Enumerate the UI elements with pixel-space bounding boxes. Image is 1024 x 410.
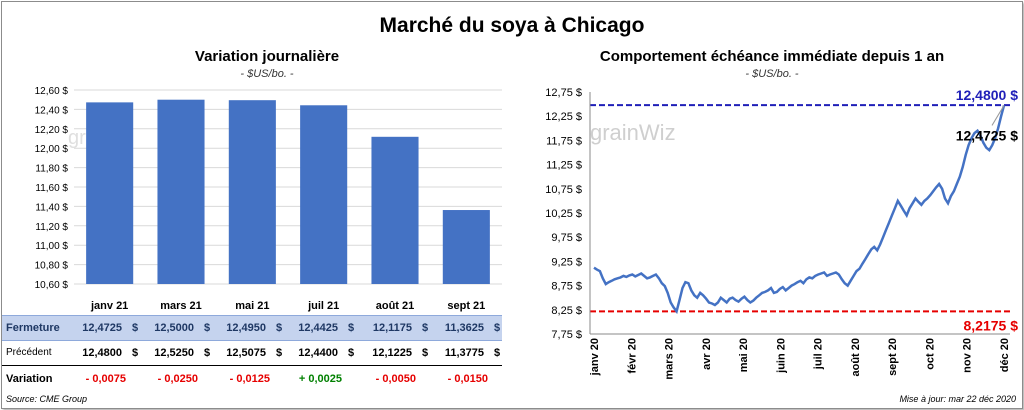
table-cell: 11,3775	[444, 347, 484, 359]
table-cell: - 0,0050	[375, 373, 416, 385]
currency-symbol: $	[275, 322, 283, 334]
bar	[86, 102, 134, 285]
y-tick-label: 7,75 $	[551, 329, 582, 341]
currency-symbol: $	[347, 322, 355, 334]
y-tick-label: 11,80 $	[35, 164, 68, 175]
price-series-line	[593, 105, 1006, 315]
x-tick-label: janv 21	[90, 300, 128, 312]
table-cell: - 0,0075	[85, 373, 126, 385]
x-tick-label: juil 20	[813, 338, 825, 370]
main-title: Marché du soya à Chicago	[379, 14, 645, 37]
x-tick-label: août 21	[376, 300, 415, 312]
table-cell: + 0,0025	[298, 373, 342, 385]
left-chart-unit: - $US/bo. -	[240, 68, 294, 80]
bar	[228, 100, 276, 284]
left-chart-title: Variation journalière	[194, 48, 340, 65]
row-label: Précédent	[6, 347, 52, 358]
y-tick-label: 12,40 $	[35, 105, 69, 116]
table-cell: 12,5075	[226, 347, 266, 359]
table-row: Précédent 12,4800 $12,5250 $12,5075 $12,4400…	[2, 341, 502, 366]
table-cell: 12,1175	[372, 322, 412, 334]
row-label: Fermeture	[6, 322, 60, 334]
x-tick-label: mai 21	[235, 300, 269, 312]
table-cell: 12,4725	[82, 322, 122, 334]
y-tick-label: 8,25 $	[551, 305, 582, 317]
bar	[442, 210, 490, 284]
currency-symbol: $	[421, 347, 429, 359]
table-row: Fermeture 12,4725 $12,5000 $12,4950 $12,4425…	[2, 315, 502, 341]
source-note: Source: CME Group	[6, 394, 88, 404]
x-tick-label: sept 21	[447, 300, 485, 312]
table-cell: 12,4950	[226, 322, 266, 334]
y-tick-label: 11,60 $	[35, 183, 68, 194]
table-cell: 12,4400	[298, 347, 338, 359]
x-tick-label: avr 20	[701, 338, 713, 370]
y-tick-label: 11,40 $	[35, 202, 68, 213]
y-tick-label: 11,75 $	[546, 135, 582, 147]
currency-symbol: $	[203, 347, 211, 359]
watermark-text: grainWiz	[590, 120, 676, 145]
y-tick-label: 10,25 $	[545, 208, 582, 220]
x-tick-label: oct 20	[924, 338, 936, 370]
x-tick-label: juil 21	[307, 300, 339, 312]
x-tick-label: déc 20	[999, 338, 1011, 372]
currency-symbol: $	[203, 322, 211, 334]
currency-symbol: $	[493, 322, 501, 334]
y-tick-label: 9,25 $	[551, 256, 582, 268]
line-chart: 7,75 $ 8,25 $ 8,75 $ 9,25 $ 9,75 $ 10,25 $ 10,…	[545, 87, 1019, 380]
table-cell: 12,5250	[154, 347, 194, 359]
x-tick-label: juin 20	[775, 338, 787, 374]
x-tick-label: mai 20	[738, 338, 750, 372]
currency-symbol: $	[421, 322, 429, 334]
table-cell: 12,5000	[154, 322, 194, 334]
high-value-label: 12,4800 $	[956, 87, 1018, 103]
y-tick-label: 11,00 $	[35, 241, 68, 252]
y-tick-label: 10,60 $	[35, 280, 69, 291]
currency-symbol: $	[493, 347, 501, 359]
last-value-label: 12,4725 $	[956, 127, 1018, 143]
currency-symbol: $	[131, 322, 139, 334]
table-row: Variation - 0,0075 - 0,0250 - 0,0125 + 0,002…	[2, 367, 502, 391]
x-tick-label: mars 21	[160, 300, 202, 312]
y-tick-label: 8,75 $	[551, 281, 582, 293]
low-value-label: 8,2175 $	[964, 317, 1019, 333]
y-tick-label: 9,75 $	[551, 232, 582, 244]
table-cell: - 0,0150	[447, 373, 488, 385]
currency-symbol: $	[275, 347, 283, 359]
table-cell: 12,4800	[82, 347, 122, 359]
futures-table: Fermeture 12,4725 $12,5000 $12,4950 $12,4425…	[2, 315, 502, 395]
table-cell: 12,4425	[298, 322, 338, 334]
y-tick-label: 12,20 $	[35, 125, 69, 136]
y-tick-label: 12,25 $	[545, 111, 582, 123]
y-tick-label: 12,75 $	[545, 87, 582, 99]
y-tick-label: 11,25 $	[546, 160, 582, 172]
currency-symbol: $	[347, 347, 355, 359]
table-cell: 11,3625	[444, 322, 484, 334]
x-tick-label: mars 20	[664, 338, 676, 380]
update-note: Mise à jour: mar 22 déc 2020	[899, 394, 1016, 404]
x-tick-label: août 20	[850, 338, 862, 377]
bar	[371, 136, 419, 284]
last-value-leader	[991, 105, 1005, 126]
table-cell: - 0,0125	[229, 373, 270, 385]
bar	[300, 105, 348, 284]
y-tick-label: 12,60 $	[35, 86, 69, 97]
table-cell: - 0,0250	[157, 373, 198, 385]
bar	[157, 99, 205, 284]
row-label: Variation	[6, 373, 53, 385]
right-chart-title: Comportement échéance immédiate depuis 1…	[599, 48, 945, 65]
x-tick-label: févr 20	[626, 338, 638, 373]
y-tick-label: 12,00 $	[35, 144, 69, 155]
currency-symbol: $	[131, 347, 139, 359]
x-tick-label: janv 20	[589, 338, 601, 376]
right-chart-unit: - $US/bo. -	[745, 68, 799, 80]
y-tick-label: 10,75 $	[545, 184, 582, 196]
y-tick-label: 10,80 $	[35, 261, 69, 272]
bar-chart: grain 10,60 $10,80 $11,00 $11,20 $11,40 …	[35, 86, 502, 312]
x-tick-label: nov 20	[962, 338, 974, 373]
table-cell: 12,1225	[372, 347, 412, 359]
y-tick-label: 11,20 $	[35, 222, 68, 233]
x-tick-label: sept 20	[887, 338, 899, 376]
